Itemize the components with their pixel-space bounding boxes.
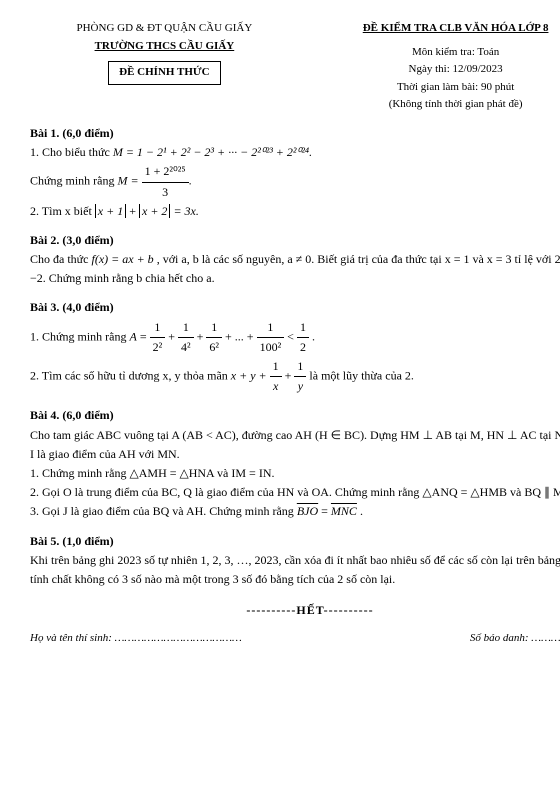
plus1: +: [168, 329, 178, 343]
p3-q2-end: là một lũy thừa của 2.: [309, 368, 413, 382]
header-left: PHÒNG GD & ĐT QUẬN CẦU GIẤY TRƯỜNG THCS …: [30, 20, 299, 114]
problem-4-q1: 1. Chứng minh rằng △AMH = △HNA và IM = I…: [30, 464, 560, 483]
problem-4: Bài 4. (6,0 điểm) Cho tam giác ABC vuông…: [30, 406, 560, 521]
q1b-text: Chứng minh rằng: [30, 174, 118, 188]
q2-end: = 3x.: [173, 204, 198, 218]
p4-q3a: 3. Gọi J là giao điểm của BQ và AH. Chứn…: [30, 504, 297, 518]
student-id-line: Số báo danh: ………………: [470, 630, 560, 648]
p3-q1-end: .: [312, 329, 315, 343]
problem-1-proof: Chứng minh rằng M = 1 + 2²⁰²⁵ 3 .: [30, 162, 560, 201]
frac-x: 1x: [270, 357, 282, 396]
problem-1: Bài 1. (6,0 điểm) 1. Cho biểu thức M = 1…: [30, 124, 560, 221]
exam-title: ĐỀ KIỂM TRA CLB VĂN HÓA LỚP 8: [321, 20, 560, 38]
frac-den: 3: [142, 183, 189, 202]
problem-3: Bài 3. (4,0 điểm) 1. Chứng minh rằng A =…: [30, 298, 560, 396]
fraction-1: 1 + 2²⁰²⁵ 3: [142, 162, 189, 201]
header: PHÒNG GD & ĐT QUẬN CẦU GIẤY TRƯỜNG THCS …: [30, 20, 560, 114]
signature-row: Họ và tên thí sinh: ………………………………… Số báo…: [30, 630, 560, 648]
subject: Môn kiểm tra: Toán: [321, 44, 560, 62]
problem-2-text: Cho đa thức f(x) = ax + b , với a, b là …: [30, 250, 560, 288]
p3-A: A: [130, 329, 137, 343]
abs-1: x + 1: [95, 204, 126, 218]
problem-3-q1: 1. Chứng minh rằng A = 12² + 14² + 16² +…: [30, 318, 560, 357]
q1-text: 1. Cho biểu thức: [30, 145, 113, 159]
abs-2: x + 2: [139, 204, 170, 218]
problem-1-q1: 1. Cho biểu thức M = 1 − 2¹ + 2² − 2³ + …: [30, 143, 560, 162]
department: PHÒNG GD & ĐT QUẬN CẦU GIẤY: [30, 20, 299, 38]
p2-t1: Cho đa thức: [30, 252, 92, 266]
problem-3-title: Bài 3. (4,0 điểm): [30, 298, 560, 317]
frac-a2: 14²: [178, 318, 194, 357]
student-name-line: Họ và tên thí sinh: …………………………………: [30, 630, 242, 648]
arc-eq: =: [321, 504, 331, 518]
p4-q3b: .: [360, 504, 363, 518]
q1-expr: M = 1 − 2¹ + 2² − 2³ + ··· − 2²⁰²³ + 2²⁰…: [113, 145, 312, 159]
lt: <: [287, 329, 297, 343]
official-label: ĐỀ CHÍNH THỨC: [108, 61, 220, 85]
duration: Thời gian làm bài: 90 phút: [321, 79, 560, 97]
problem-3-q2: 2. Tìm các số hữu tỉ dương x, y thỏa mãn…: [30, 357, 560, 396]
plus3: + ... +: [225, 329, 257, 343]
problem-4-q3: 3. Gọi J là giao điểm của BQ và AH. Chứn…: [30, 502, 560, 521]
arc-2: MNC: [331, 504, 357, 518]
p3-q1-text: 1. Chứng minh rằng: [30, 329, 130, 343]
exam-date: Ngày thi: 12/09/2023: [321, 61, 560, 79]
frac-a1: 12²: [150, 318, 166, 357]
frac-num: 1 + 2²⁰²⁵: [142, 162, 189, 182]
problem-5: Bài 5. (1,0 điểm) Khi trên bảng ghi 2023…: [30, 532, 560, 590]
header-right: ĐỀ KIỂM TRA CLB VĂN HÓA LỚP 8 Môn kiểm t…: [321, 20, 560, 114]
frac-y: 1y: [294, 357, 306, 396]
problem-1-q2: 2. Tìm x biết x + 1 + x + 2 = 3x.: [30, 202, 560, 221]
duration-note: (Không tính thời gian phát đề): [321, 96, 560, 114]
problem-5-text: Khi trên bảng ghi 2023 số tự nhiên 1, 2,…: [30, 551, 560, 589]
problem-5-title: Bài 5. (1,0 điểm): [30, 532, 560, 551]
plus2: +: [197, 329, 207, 343]
school-name: TRƯỜNG THCS CẦU GIẤY: [30, 38, 299, 56]
m-var: M =: [118, 174, 142, 188]
arc-1: BJO: [297, 504, 318, 518]
plus: +: [129, 204, 139, 218]
problem-4-title: Bài 4. (6,0 điểm): [30, 406, 560, 425]
p3-q2-expr: x + y +: [231, 368, 270, 382]
end-marker: ----------HẾT----------: [30, 601, 560, 620]
frac-a3: 16²: [206, 318, 222, 357]
problem-2: Bài 2. (3,0 điểm) Cho đa thức f(x) = ax …: [30, 231, 560, 289]
problem-1-title: Bài 1. (6,0 điểm): [30, 124, 560, 143]
p3-eq: =: [140, 329, 150, 343]
problem-2-title: Bài 2. (3,0 điểm): [30, 231, 560, 250]
period: .: [189, 174, 192, 188]
problem-4-intro: Cho tam giác ABC vuông tại A (AB < AC), …: [30, 426, 560, 464]
problem-4-q2: 2. Gọi O là trung điểm của BC, Q là giao…: [30, 483, 560, 502]
plus4: +: [285, 368, 295, 382]
p2-fx: f(x) = ax + b: [92, 252, 154, 266]
p3-q2-text: 2. Tìm các số hữu tỉ dương x, y thỏa mãn: [30, 368, 231, 382]
frac-a5: 12: [297, 318, 309, 357]
frac-a4: 1100²: [257, 318, 285, 357]
q2-text: 2. Tìm x biết: [30, 204, 95, 218]
